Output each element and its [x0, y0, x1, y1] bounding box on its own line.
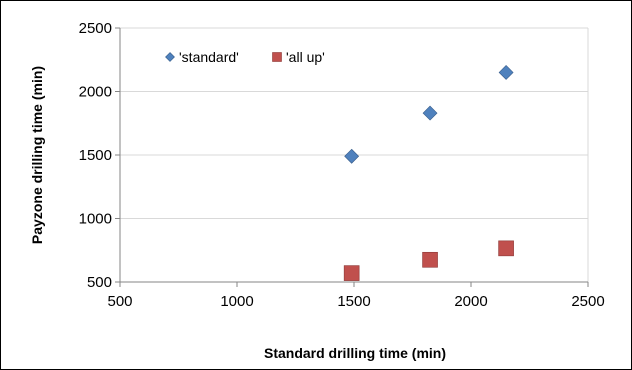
legend: 'standard' 'all up'	[165, 49, 325, 65]
x-tick-label: 1500	[337, 293, 370, 310]
standard-point	[344, 148, 360, 164]
y-tick-label: 500	[87, 274, 112, 291]
y-axis-ticks: 500 1000 1500 2000 2500	[79, 20, 120, 291]
all-up-point	[422, 251, 438, 268]
x-axis-ticks: 500 1000 1500 2000 2500	[107, 282, 605, 310]
x-axis-title: Standard drilling time (min)	[264, 345, 446, 361]
y-axis-title: Payzone drilling time (min)	[29, 66, 45, 244]
y-tick-label: 2500	[79, 20, 112, 37]
all-up-point	[498, 240, 514, 257]
legend-square-icon	[272, 52, 282, 62]
x-tick-label: 1000	[220, 293, 253, 310]
x-tick-label: 500	[107, 293, 132, 310]
data-points	[343, 65, 514, 281]
legend-label: 'all up'	[286, 49, 325, 65]
y-tick-label: 1500	[79, 147, 112, 164]
x-tick-label: 2500	[571, 293, 604, 310]
standard-point	[422, 105, 438, 121]
legend-diamond-icon	[165, 52, 175, 62]
all-up-point	[343, 265, 360, 281]
standard-point	[498, 65, 514, 80]
x-tick-label: 2000	[454, 293, 487, 310]
y-tick-label: 2000	[79, 84, 112, 101]
y-tick-label: 1000	[79, 211, 112, 228]
legend-label: 'standard'	[179, 49, 239, 65]
